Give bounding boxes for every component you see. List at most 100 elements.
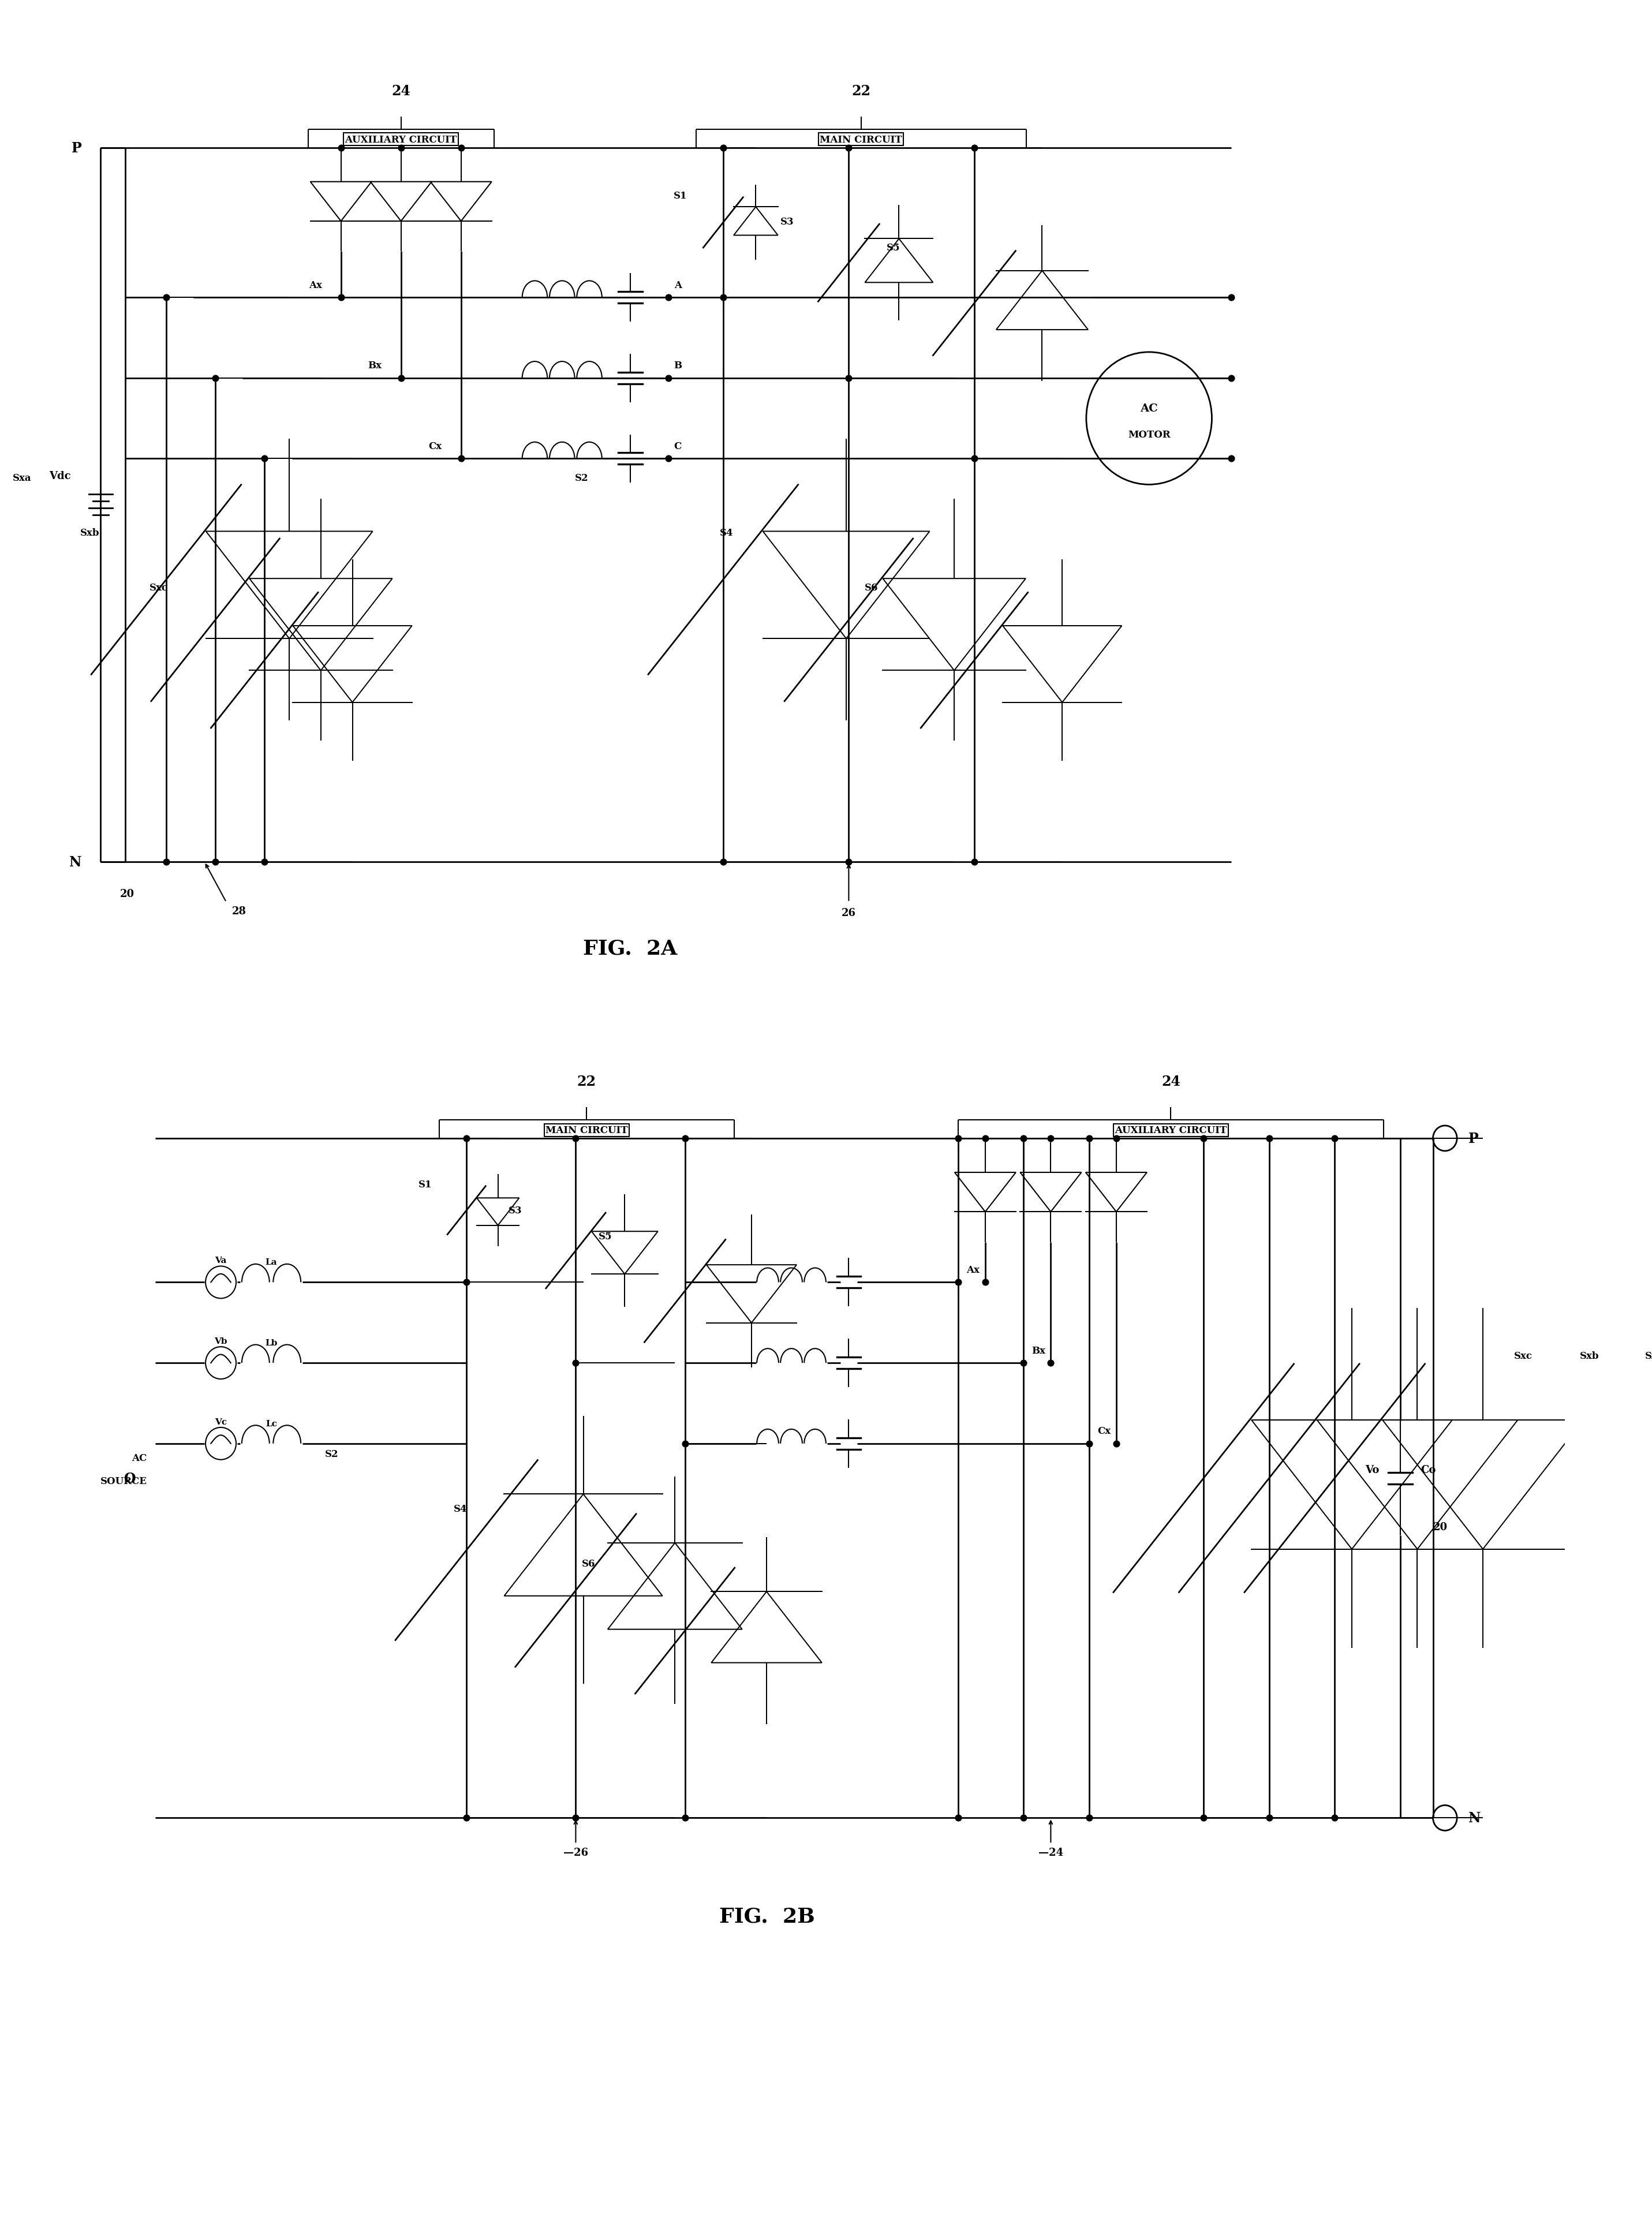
- Point: [656, 440, 682, 476]
- Point: [1037, 1120, 1064, 1155]
- Text: AUXILIARY CIRCUIT: AUXILIARY CIRCUIT: [1115, 1124, 1227, 1135]
- Text: SOURCE: SOURCE: [101, 1477, 147, 1486]
- Text: AC: AC: [132, 1453, 147, 1464]
- Point: [945, 1799, 971, 1835]
- Text: Ax: Ax: [309, 279, 322, 291]
- Point: [961, 845, 988, 881]
- Point: [656, 360, 682, 396]
- Point: [971, 1120, 998, 1155]
- Text: S6: S6: [864, 583, 877, 592]
- Point: [971, 1265, 998, 1301]
- Point: [710, 845, 737, 881]
- Text: Sxb: Sxb: [1579, 1350, 1599, 1361]
- Point: [563, 1345, 590, 1381]
- Text: 24: 24: [392, 85, 411, 98]
- Point: [1191, 1120, 1218, 1155]
- Point: [563, 1120, 590, 1155]
- Point: [1075, 1799, 1102, 1835]
- Text: —24: —24: [1039, 1848, 1064, 1857]
- Point: [961, 130, 988, 165]
- Point: [1104, 1426, 1130, 1462]
- Point: [1256, 1799, 1282, 1835]
- Text: S6: S6: [582, 1558, 595, 1569]
- Text: S4: S4: [720, 527, 733, 539]
- Text: 24: 24: [1161, 1075, 1181, 1088]
- Point: [327, 279, 354, 315]
- Text: C: C: [674, 443, 682, 451]
- Text: Bx: Bx: [368, 360, 382, 371]
- Text: Sxa: Sxa: [1645, 1350, 1652, 1361]
- Text: N: N: [1469, 1810, 1480, 1826]
- Text: Vo: Vo: [1366, 1464, 1379, 1475]
- Text: S5: S5: [598, 1231, 611, 1240]
- Point: [1322, 1799, 1348, 1835]
- Text: Sxa: Sxa: [13, 474, 31, 483]
- Text: O: O: [124, 1471, 135, 1486]
- Text: La: La: [266, 1258, 278, 1267]
- Point: [1104, 1120, 1130, 1155]
- Text: Cx: Cx: [428, 443, 443, 451]
- Text: FIG.  2A: FIG. 2A: [583, 939, 677, 959]
- Point: [1037, 1345, 1064, 1381]
- Text: Sxb: Sxb: [81, 527, 99, 539]
- Text: P: P: [1469, 1131, 1479, 1147]
- Text: Lb: Lb: [266, 1339, 278, 1348]
- Point: [710, 130, 737, 165]
- Point: [1011, 1120, 1037, 1155]
- Text: Lc: Lc: [266, 1419, 278, 1428]
- Point: [1011, 1345, 1037, 1381]
- Point: [672, 1120, 699, 1155]
- Point: [945, 1265, 971, 1301]
- Text: FIG.  2B: FIG. 2B: [719, 1906, 814, 1927]
- Point: [836, 360, 862, 396]
- Text: Vc: Vc: [215, 1417, 226, 1426]
- Text: S1: S1: [674, 192, 687, 201]
- Text: MAIN CIRCUIT: MAIN CIRCUIT: [545, 1124, 628, 1135]
- Point: [1075, 1426, 1102, 1462]
- Point: [453, 1265, 479, 1301]
- Point: [453, 1799, 479, 1835]
- Text: Sxc: Sxc: [1515, 1350, 1533, 1361]
- Point: [836, 130, 862, 165]
- Text: Bx: Bx: [1031, 1345, 1046, 1354]
- Text: 20: 20: [1432, 1522, 1447, 1533]
- Point: [453, 1120, 479, 1155]
- Point: [327, 130, 354, 165]
- Point: [388, 360, 415, 396]
- Point: [672, 1799, 699, 1835]
- Text: P: P: [71, 141, 81, 154]
- Text: —26: —26: [563, 1848, 588, 1857]
- Point: [154, 845, 180, 881]
- Point: [448, 440, 474, 476]
- Text: Sxc: Sxc: [150, 583, 169, 592]
- Point: [836, 845, 862, 881]
- Point: [1191, 1799, 1218, 1835]
- Text: N: N: [69, 856, 81, 869]
- Point: [1256, 1120, 1282, 1155]
- Point: [388, 130, 415, 165]
- Point: [154, 279, 180, 315]
- Text: AUXILIARY CIRCUIT: AUXILIARY CIRCUIT: [345, 134, 458, 145]
- Point: [251, 845, 278, 881]
- Point: [251, 440, 278, 476]
- Text: S2: S2: [575, 474, 588, 483]
- Point: [1075, 1120, 1102, 1155]
- Point: [710, 279, 737, 315]
- Text: MOTOR: MOTOR: [1128, 429, 1170, 440]
- Text: MAIN CIRCUIT: MAIN CIRCUIT: [819, 134, 902, 145]
- Point: [961, 440, 988, 476]
- Point: [1218, 440, 1244, 476]
- Text: Co: Co: [1421, 1464, 1436, 1475]
- Text: S3: S3: [780, 217, 793, 226]
- Text: 22: 22: [851, 85, 871, 98]
- Text: Ax: Ax: [966, 1265, 980, 1274]
- Point: [1218, 279, 1244, 315]
- Point: [448, 130, 474, 165]
- Text: Cx: Cx: [1097, 1426, 1110, 1435]
- Point: [1011, 1799, 1037, 1835]
- Text: 28: 28: [231, 905, 246, 916]
- Text: B: B: [674, 360, 682, 371]
- Point: [1322, 1120, 1348, 1155]
- Text: AC: AC: [1140, 402, 1158, 413]
- Text: A: A: [674, 279, 682, 291]
